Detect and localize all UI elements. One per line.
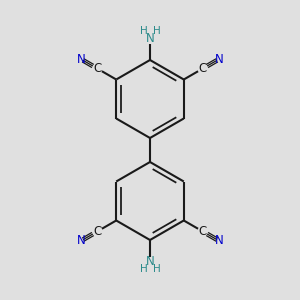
Text: C: C (93, 62, 101, 75)
Text: C: C (93, 225, 101, 238)
Text: N: N (146, 32, 154, 45)
Text: N: N (146, 255, 154, 268)
Text: C: C (199, 225, 207, 238)
Text: H: H (153, 26, 160, 37)
Text: N: N (77, 234, 85, 247)
Text: N: N (214, 53, 223, 66)
Text: H: H (153, 263, 160, 274)
Text: N: N (77, 53, 85, 66)
Text: H: H (140, 26, 147, 37)
Text: C: C (199, 62, 207, 75)
Text: N: N (214, 234, 223, 247)
Text: H: H (140, 263, 147, 274)
